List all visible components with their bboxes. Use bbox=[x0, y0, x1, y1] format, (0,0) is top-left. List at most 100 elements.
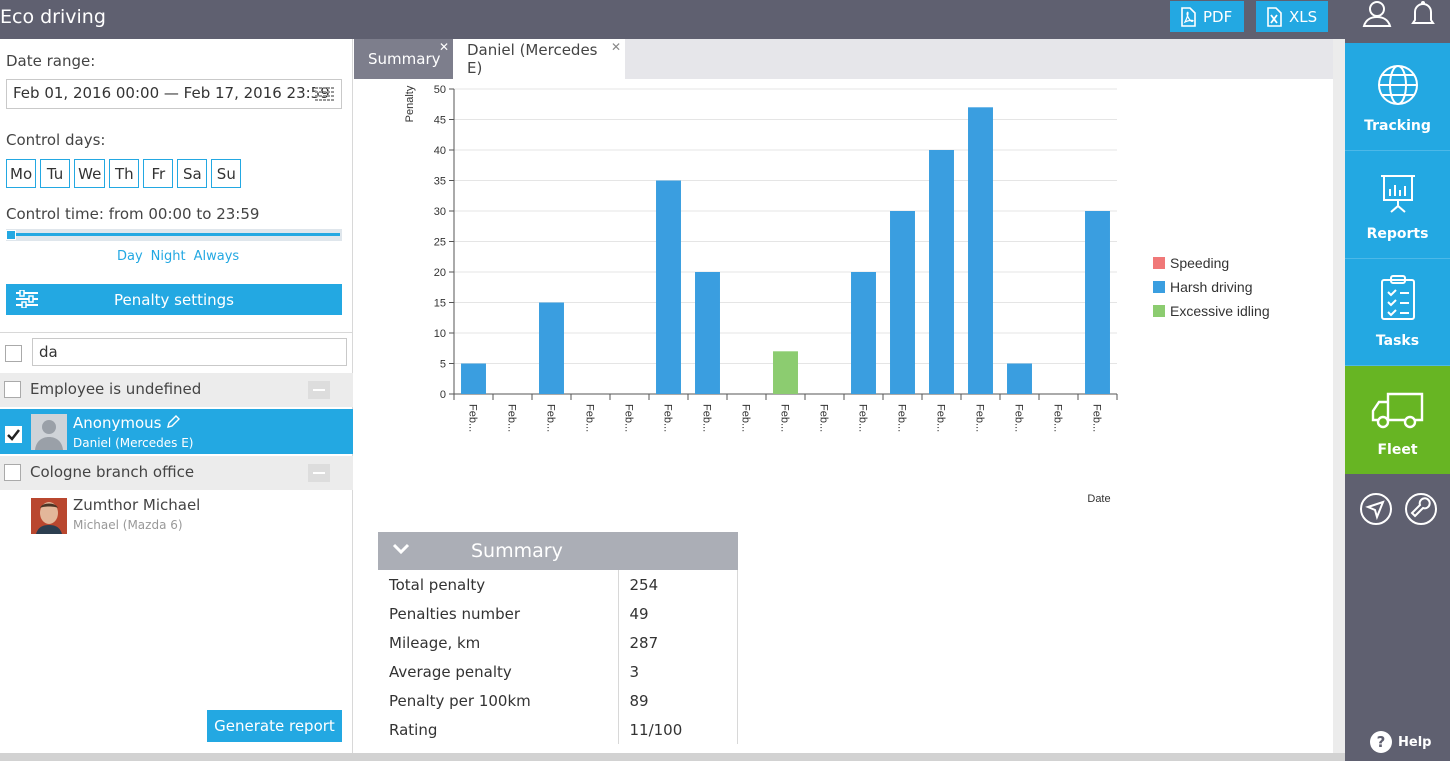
collapse-group-button[interactable] bbox=[308, 381, 330, 399]
control-time-slider[interactable] bbox=[6, 229, 342, 241]
table-row: Penalties number 49 bbox=[378, 599, 738, 628]
penalty-settings-button[interactable]: Penalty settings bbox=[6, 284, 342, 315]
day-toggle-su[interactable]: Su bbox=[211, 159, 242, 188]
summary-table: Total penalty 254 Penalties number 49 Mile… bbox=[378, 570, 738, 744]
y-tick-label: 25 bbox=[434, 237, 446, 249]
x-tick-label: Feb... bbox=[935, 404, 947, 432]
table-row: Total penalty 254 bbox=[378, 570, 738, 599]
y-tick-label: 5 bbox=[440, 359, 446, 371]
user-icon[interactable] bbox=[1362, 0, 1392, 28]
preset-day-link[interactable]: Day bbox=[117, 249, 143, 264]
day-toggle-th[interactable]: Th bbox=[109, 159, 140, 188]
left-panel: Date range: Feb 01, 2016 00:00 — Feb 17,… bbox=[0, 39, 353, 753]
day-toggle-mo[interactable]: Mo bbox=[6, 159, 37, 188]
group-checkbox[interactable] bbox=[4, 381, 21, 398]
table-row: Mileage, km 287 bbox=[378, 628, 738, 657]
summary-key: Penalties number bbox=[378, 599, 619, 628]
avatar-placeholder bbox=[31, 414, 67, 450]
x-tick-label: Feb... bbox=[584, 404, 596, 432]
export-xls-button[interactable]: XLS bbox=[1256, 1, 1328, 32]
preset-night-link[interactable]: Night bbox=[150, 249, 186, 264]
bar bbox=[851, 272, 876, 394]
summary-key: Mileage, km bbox=[378, 628, 619, 657]
y-tick-label: 10 bbox=[434, 328, 446, 340]
employee-row-anonymous[interactable]: Anonymous Daniel (Mercedes E) bbox=[0, 409, 353, 454]
generate-report-button[interactable]: Generate report bbox=[207, 710, 342, 742]
nav-fleet[interactable]: Fleet bbox=[1345, 366, 1450, 474]
group-cologne-branch[interactable]: Cologne branch office bbox=[0, 456, 353, 490]
tab-summary[interactable]: Summary ✕ bbox=[354, 39, 453, 79]
x-tick-label: Feb... bbox=[506, 404, 518, 432]
bar bbox=[1007, 363, 1032, 394]
slider-handle[interactable] bbox=[6, 230, 16, 240]
calendar-grid-icon[interactable] bbox=[315, 87, 335, 101]
table-row: Average penalty 3 bbox=[378, 657, 738, 686]
help-icon: ? bbox=[1370, 731, 1392, 753]
summary-header[interactable]: Summary bbox=[378, 532, 738, 570]
employee-vehicle: Daniel (Mercedes E) bbox=[73, 436, 194, 450]
select-all-checkbox[interactable] bbox=[5, 345, 22, 362]
close-tab-icon[interactable]: ✕ bbox=[438, 40, 449, 54]
wrench-icon[interactable] bbox=[1404, 492, 1438, 526]
x-tick-label: Feb... bbox=[1013, 404, 1025, 432]
clipboard-checklist-icon bbox=[1380, 275, 1415, 320]
x-tick-label: Feb... bbox=[467, 404, 479, 432]
y-axis-label: Penalty bbox=[404, 85, 416, 122]
x-tick-label: Feb... bbox=[1091, 404, 1103, 432]
bar bbox=[929, 150, 954, 394]
summary-value: 287 bbox=[618, 628, 738, 657]
tab-daniel[interactable]: Daniel (Mercedes E) ✕ bbox=[453, 39, 625, 79]
day-toggle-sa[interactable]: Sa bbox=[177, 159, 208, 188]
employee-name: Zumthor Michael bbox=[73, 496, 201, 514]
group-title: Employee is undefined bbox=[30, 380, 202, 398]
group-checkbox[interactable] bbox=[4, 464, 21, 481]
divider bbox=[0, 332, 353, 333]
y-tick-label: 30 bbox=[434, 206, 446, 218]
group-employee-undefined[interactable]: Employee is undefined bbox=[0, 373, 353, 407]
collapse-group-button[interactable] bbox=[308, 464, 330, 482]
employee-name-text: Anonymous bbox=[73, 414, 162, 432]
bell-icon[interactable] bbox=[1410, 0, 1436, 28]
summary-title: Summary bbox=[471, 540, 563, 562]
pdf-label: PDF bbox=[1203, 7, 1233, 26]
date-range-label: Date range: bbox=[6, 52, 96, 70]
help-link[interactable]: ? Help bbox=[1370, 731, 1431, 753]
y-tick-label: 45 bbox=[434, 115, 446, 127]
employee-vehicle: Michael (Mazda 6) bbox=[73, 518, 183, 532]
x-tick-label: Feb... bbox=[974, 404, 986, 432]
row-checkbox[interactable] bbox=[5, 426, 22, 443]
filter-input[interactable]: da bbox=[32, 338, 347, 366]
employee-row-zumthor[interactable]: Zumthor Michael Michael (Mazda 6) bbox=[0, 491, 353, 537]
summary-value: 3 bbox=[618, 657, 738, 686]
nav-reports[interactable]: Reports bbox=[1345, 151, 1450, 259]
date-range-value: Feb 01, 2016 00:00 — Feb 17, 2016 23:59 bbox=[13, 84, 330, 102]
x-axis-label: Date bbox=[1087, 493, 1110, 505]
navigation-icon[interactable] bbox=[1359, 492, 1393, 526]
bar bbox=[695, 272, 720, 394]
bar bbox=[890, 211, 915, 394]
date-range-input[interactable]: Feb 01, 2016 00:00 — Feb 17, 2016 23:59 bbox=[6, 79, 342, 109]
right-sidebar: Tracking Reports Tasks Fleet bbox=[1345, 0, 1450, 761]
export-pdf-button[interactable]: PDF bbox=[1170, 1, 1244, 32]
filter-value: da bbox=[39, 343, 58, 361]
summary-value: 254 bbox=[618, 570, 738, 599]
slider-fill bbox=[10, 233, 340, 236]
close-tab-icon[interactable]: ✕ bbox=[610, 40, 621, 54]
control-days-label: Control days: bbox=[6, 131, 106, 149]
x-tick-label: Feb... bbox=[1052, 404, 1064, 432]
scroll-gutter bbox=[1333, 39, 1345, 753]
table-row: Rating 11/100 bbox=[378, 715, 738, 744]
x-tick-label: Feb... bbox=[779, 404, 791, 432]
edit-pencil-icon[interactable] bbox=[166, 415, 181, 429]
nav-tasks[interactable]: Tasks bbox=[1345, 259, 1450, 366]
nav-tracking[interactable]: Tracking bbox=[1345, 43, 1450, 151]
xls-file-icon bbox=[1267, 6, 1282, 27]
legend-label: Speeding bbox=[1170, 255, 1229, 271]
day-toggle-tu[interactable]: Tu bbox=[40, 159, 71, 188]
summary-key: Total penalty bbox=[378, 570, 619, 599]
day-toggle-we[interactable]: We bbox=[74, 159, 106, 188]
day-toggle-fr[interactable]: Fr bbox=[143, 159, 174, 188]
control-time-label: Control time: from 00:00 to 23:59 bbox=[6, 205, 260, 223]
preset-always-link[interactable]: Always bbox=[193, 249, 240, 264]
x-tick-label: Feb... bbox=[857, 404, 869, 432]
